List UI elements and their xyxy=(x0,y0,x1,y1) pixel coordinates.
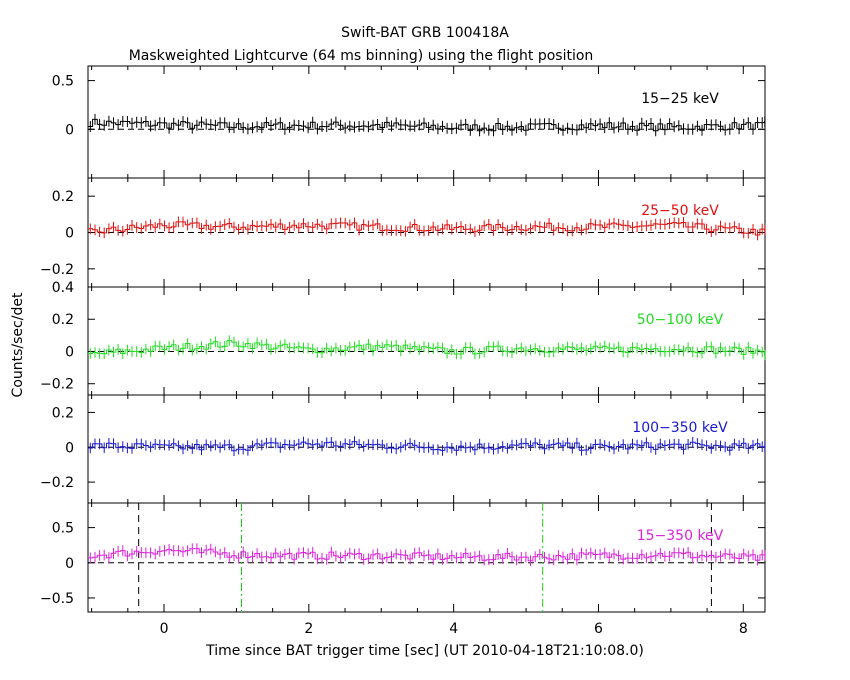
lightcurve-series xyxy=(88,340,766,356)
y-tick-label: −0.2 xyxy=(40,262,74,278)
error-bars xyxy=(89,335,766,361)
y-tick-label: 0.5 xyxy=(52,521,74,537)
y-tick-label: 0 xyxy=(65,122,74,138)
y-tick-label: −0.2 xyxy=(40,475,74,491)
y-tick-label: 0 xyxy=(65,556,74,572)
error-bars xyxy=(89,436,766,456)
y-tick-label: −0.2 xyxy=(40,377,74,393)
chart-title: Swift-BAT GRB 100418A xyxy=(341,25,509,41)
error-bars xyxy=(89,216,766,241)
panel-4: 0.2 0 −0.2 100−350 keV xyxy=(40,394,766,504)
x-tick-label: 2 xyxy=(304,621,313,637)
y-tick-label: 0.4 xyxy=(52,280,74,296)
series-label: 15−25 keV xyxy=(641,91,719,107)
series-label: 25−50 keV xyxy=(641,203,719,219)
panel-1: 0.5 0 15−25 keV xyxy=(52,65,766,179)
panel-frame xyxy=(87,286,766,396)
y-tick-label: 0.2 xyxy=(52,189,74,205)
error-bars xyxy=(89,113,766,137)
panel-2: 0.2 0 −0.2 25−50 keV xyxy=(40,177,766,288)
y-tick-label: 0 xyxy=(65,226,74,242)
x-tick-label: 4 xyxy=(449,621,458,637)
y-tick-label: −0.5 xyxy=(40,591,74,607)
chart-subtitle: Maskweighted Lightcurve (64 ms binning) … xyxy=(129,48,594,64)
y-tick-label: 0.2 xyxy=(52,312,74,328)
x-axis-label: Time since BAT trigger time [sec] (UT 20… xyxy=(205,643,644,659)
x-tick-label: 8 xyxy=(739,621,748,637)
lightcurve-series xyxy=(88,548,766,562)
y-tick-label: 0 xyxy=(65,344,74,360)
panel-frame xyxy=(87,65,766,179)
panel-frame xyxy=(87,502,766,613)
panel-5: 0.5 0 −0.5 15−350 keV xyxy=(40,502,766,613)
series-label: 15−350 keV xyxy=(637,528,724,544)
y-tick-label: 0 xyxy=(65,440,74,456)
x-tick-label: 0 xyxy=(160,621,169,637)
series-label: 50−100 keV xyxy=(637,312,724,328)
lightcurve-series xyxy=(88,221,766,236)
y-tick-label: 0.5 xyxy=(52,74,74,90)
panels-group: 0.5 0 15−25 keV 0.2 0 −0.2 25−50 keV 0.4 0.2 0 −0.… xyxy=(40,65,766,637)
series-label: 100−350 keV xyxy=(632,420,728,436)
y-axis-label: Counts/sec/det xyxy=(10,292,26,397)
y-tick-label: 0.2 xyxy=(52,405,74,421)
panel-3: 0.4 0.2 0 −0.2 50−100 keV xyxy=(40,280,766,396)
x-tick-label: 6 xyxy=(594,621,603,637)
lightcurve-series xyxy=(88,441,766,452)
error-bars xyxy=(89,543,766,567)
